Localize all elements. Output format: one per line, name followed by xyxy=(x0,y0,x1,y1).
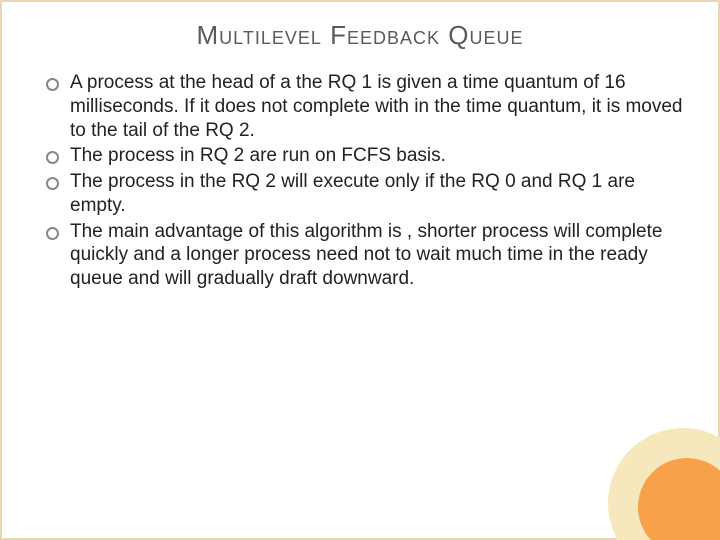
list-item: The process in RQ 2 are run on FCFS basi… xyxy=(46,144,684,168)
slide-content: A process at the head of a the RQ 1 is g… xyxy=(2,71,718,291)
list-item: The process in the RQ 2 will execute onl… xyxy=(46,170,684,218)
bullet-list: A process at the head of a the RQ 1 is g… xyxy=(46,71,684,291)
list-item: The main advantage of this algorithm is … xyxy=(46,220,684,291)
slide-frame: Multilevel Feedback Queue A process at t… xyxy=(0,0,720,540)
slide-title: Multilevel Feedback Queue xyxy=(2,20,718,51)
list-item: A process at the head of a the RQ 1 is g… xyxy=(46,71,684,142)
